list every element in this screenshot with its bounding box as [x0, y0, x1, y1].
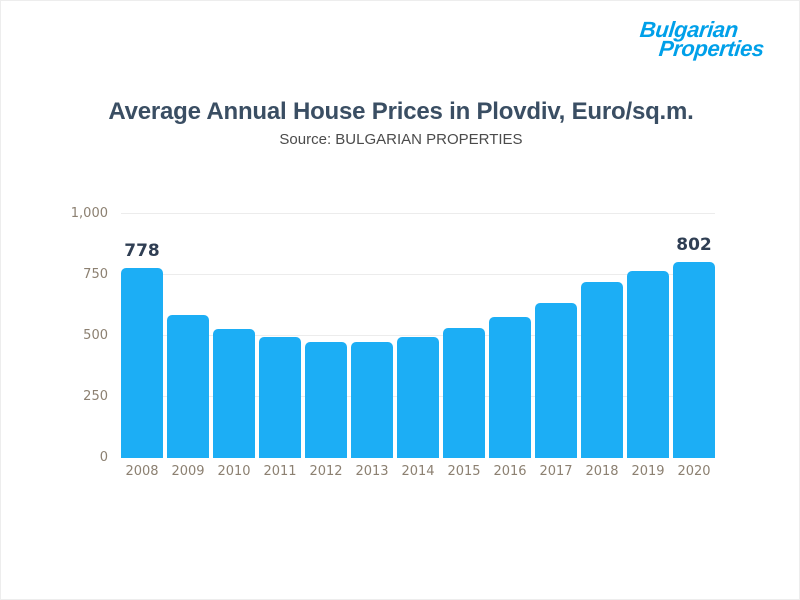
x-axis: 2008 2009 2010 2011 2012 2013 2014 2015 2016 2017…: [121, 464, 715, 479]
x-tick-2011: 2011: [263, 464, 297, 479]
bar-column-2020: 802: [673, 214, 715, 458]
x-tick-2013: 2013: [355, 464, 389, 479]
x-tick-2015: 2015: [447, 464, 481, 479]
chart-title: Average Annual House Prices in Plovdiv, …: [108, 98, 694, 125]
y-tick-250: 250: [83, 389, 108, 404]
bar-2017: [535, 303, 577, 458]
x-tick-2018: 2018: [585, 464, 619, 479]
bar-column-2015: [443, 214, 485, 458]
chart-subtitle: Source: BULGARIAN PROPERTIES: [279, 131, 523, 148]
y-tick-1000: 1,000: [70, 206, 108, 221]
bar-2015: [443, 327, 485, 458]
x-tick-2010: 2010: [217, 464, 251, 479]
x-tick-2014: 2014: [401, 464, 435, 479]
bar-2011: [259, 336, 301, 458]
bar-column-2012: [305, 214, 347, 458]
bar-column-2018: [581, 214, 623, 458]
y-tick-750: 750: [83, 267, 108, 282]
bar-column-2017: [535, 214, 577, 458]
bar-2018: [581, 281, 623, 458]
gridline-500: [121, 335, 715, 336]
bar-2014: [397, 337, 439, 458]
bar-2016: [489, 317, 531, 458]
bar-2020: [673, 262, 715, 458]
bar-2010: [213, 328, 255, 458]
bar-value-label-2020: 802: [676, 235, 712, 256]
x-tick-2009: 2009: [171, 464, 205, 479]
bar-2008: [121, 268, 163, 458]
logo-text-line2: Properties: [657, 35, 766, 61]
x-tick-2012: 2012: [309, 464, 343, 479]
gridline-750: [121, 274, 715, 275]
bar-column-2010: [213, 214, 255, 458]
bar-2009: [167, 314, 209, 458]
y-axis: 0 250 500 750 1,000: [51, 206, 108, 465]
bar-column-2013: [351, 214, 393, 458]
x-tick-2008: 2008: [125, 464, 159, 479]
bar-2013: [351, 342, 393, 458]
bar-column-2019: [627, 214, 669, 458]
bar-2012: [305, 341, 347, 458]
bar-column-2009: [167, 214, 209, 458]
bar-value-label-2008: 778: [124, 241, 160, 262]
x-tick-2016: 2016: [493, 464, 527, 479]
plot-area: 778 802: [121, 213, 715, 458]
x-tick-2019: 2019: [631, 464, 665, 479]
y-tick-500: 500: [83, 328, 108, 343]
gridline-1000: [121, 213, 715, 214]
y-tick-0: 0: [99, 450, 108, 465]
x-tick-2017: 2017: [539, 464, 573, 479]
bar-column-2008: 778: [121, 214, 163, 458]
bulgarian-properties-logo: Bulgarian Properties: [637, 17, 767, 61]
bar-column-2014: [397, 214, 439, 458]
x-tick-2020: 2020: [677, 464, 711, 479]
bar-2019: [627, 270, 669, 458]
bar-column-2011: [259, 214, 301, 458]
bar-column-2016: [489, 214, 531, 458]
